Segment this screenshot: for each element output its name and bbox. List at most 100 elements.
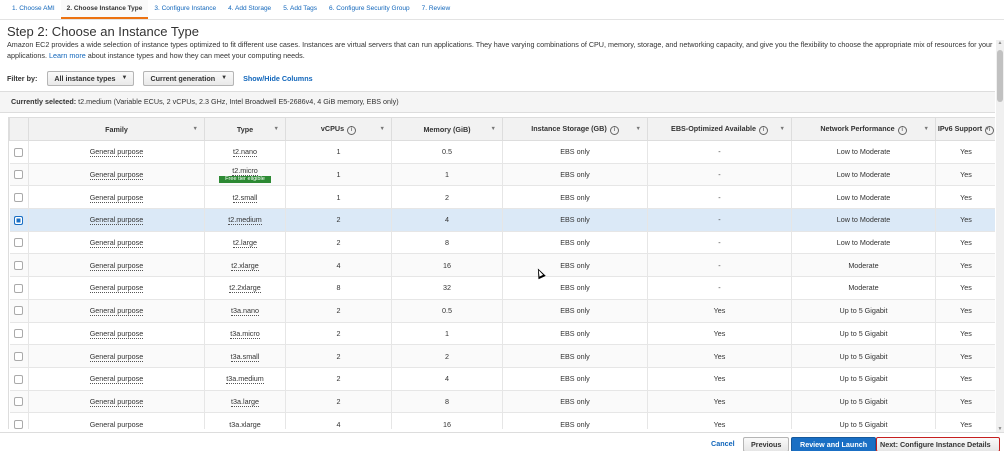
instance-type-filter-select[interactable]: All instance types ▼ <box>47 70 135 86</box>
row-select-checkbox[interactable] <box>14 419 24 429</box>
review-and-launch-button[interactable]: Review and Launch <box>791 437 877 451</box>
sort-icon[interactable]: ▼ <box>779 126 785 132</box>
tab-choose-ami[interactable]: 1. Choose AMI <box>12 5 55 12</box>
ebs-value: Yes <box>713 351 726 361</box>
table-row[interactable]: General purpose t3a.micro 2 1 EBS only Yes Up … <box>9 322 995 346</box>
vcpus-value: 2 <box>336 328 341 338</box>
tab-configure-security-group[interactable]: 6. Configure Security Group <box>329 5 410 12</box>
table-row[interactable]: General purpose t3a.nano 2 0.5 EBS only Yes Up… <box>9 299 995 323</box>
memory-value: 0.5 <box>442 147 452 157</box>
cell-ipv6: Yes <box>935 390 995 414</box>
cell-vcpus: 2 <box>285 390 392 414</box>
info-icon[interactable]: i <box>609 125 619 135</box>
info-icon[interactable]: i <box>347 125 357 135</box>
table-row[interactable]: General purpose t2.small 1 2 EBS only - Low to… <box>9 185 995 210</box>
page-scrollbar[interactable]: ▲ ▼ <box>996 40 1004 432</box>
table-row[interactable]: General purpose t2.2xlarge 8 32 EBS only - Mod… <box>9 276 995 300</box>
memory-value: 4 <box>445 374 449 384</box>
table-row[interactable]: General purpose t3a.large 2 8 EBS only Yes Up … <box>9 390 995 414</box>
vcpus-value: 2 <box>336 396 341 406</box>
column-header-ebs-optimized[interactable]: EBS-Optimized Available i ▼ <box>647 117 792 141</box>
row-select-checkbox[interactable] <box>14 261 24 271</box>
generation-filter-select[interactable]: Current generation ▼ <box>143 70 235 86</box>
memory-value: 16 <box>443 260 451 270</box>
family-value: General purpose <box>89 147 144 158</box>
table-row[interactable]: General purpose t3a.medium 2 4 EBS only Yes Up… <box>9 367 995 391</box>
memory-value: 2 <box>445 192 449 202</box>
scrollbar-thumb[interactable] <box>997 50 1003 102</box>
cancel-button[interactable]: Cancel <box>711 439 735 448</box>
cell-storage: EBS only <box>502 208 648 232</box>
info-icon[interactable]: i <box>758 125 768 135</box>
previous-button[interactable]: Previous <box>743 437 790 451</box>
vcpus-value: 4 <box>336 260 341 270</box>
tab-add-storage[interactable]: 4. Add Storage <box>228 5 272 12</box>
sort-icon[interactable]: ▼ <box>984 126 990 132</box>
column-header-instance-storage[interactable]: Instance Storage (GB) i ▼ <box>502 117 648 141</box>
scroll-up-icon[interactable]: ▲ <box>997 40 1003 46</box>
tab-add-tags[interactable]: 5. Add Tags <box>283 5 318 12</box>
column-header-network-performance[interactable]: Network Performance i ▼ <box>791 117 936 141</box>
family-value: General purpose <box>89 419 144 429</box>
row-select-checkbox[interactable] <box>14 306 24 316</box>
row-select-checkbox[interactable] <box>14 374 24 384</box>
cell-vcpus: 2 <box>285 299 392 323</box>
table-row[interactable]: General purpose t2.nano 1 0.5 EBS only - Low t… <box>9 140 995 164</box>
row-select-checkbox[interactable] <box>14 329 24 339</box>
row-select-checkbox[interactable] <box>14 351 24 361</box>
table-row[interactable]: General purpose t3a.small 2 2 EBS only Yes Up … <box>9 344 995 368</box>
info-icon[interactable]: i <box>897 125 907 135</box>
network-value: Low to Moderate <box>836 238 891 248</box>
cell-family: General purpose <box>28 140 205 164</box>
info-icon[interactable]: i <box>985 125 995 135</box>
cell-storage: EBS only <box>502 322 648 346</box>
table-row[interactable]: General purpose t2.medium 2 4 EBS only - Low t… <box>9 208 995 232</box>
tab-configure-instance[interactable]: 3. Configure Instance <box>154 5 217 12</box>
cell-storage: EBS only <box>502 163 648 187</box>
table-row[interactable]: General purpose t2.micro Free tier eligibl… <box>9 163 995 187</box>
cell-type: t2.large <box>204 231 286 255</box>
tab-review[interactable]: 7. Review <box>421 5 451 12</box>
network-value: Low to Moderate <box>836 170 891 180</box>
sort-icon[interactable]: ▼ <box>490 126 496 132</box>
sort-icon[interactable]: ▼ <box>923 126 929 132</box>
column-header-type[interactable]: Type ▼ <box>204 117 286 141</box>
table-row[interactable]: General purpose t2.large 2 8 EBS only - Low to… <box>9 231 995 255</box>
ipv6-value: Yes <box>960 260 972 270</box>
cell-memory: 1 <box>391 322 503 346</box>
table-row[interactable]: General purpose t2.xlarge 4 16 EBS only - Mode… <box>9 253 995 278</box>
next-configure-instance-details-button[interactable]: Next: Configure Instance Details <box>876 437 1000 451</box>
vcpus-value: 2 <box>336 238 341 248</box>
row-select-checkbox[interactable] <box>14 283 24 293</box>
sort-icon[interactable]: ▼ <box>192 126 198 132</box>
row-select-cell <box>9 367 29 391</box>
row-select-checkbox[interactable] <box>14 215 24 225</box>
family-value: General purpose <box>89 328 144 339</box>
cell-storage: EBS only <box>502 276 648 300</box>
sort-icon[interactable]: ▼ <box>635 126 641 132</box>
column-header-memory[interactable]: Memory (GiB) ▼ <box>391 117 503 141</box>
show-hide-columns-link[interactable]: Show/Hide Columns <box>243 73 313 83</box>
learn-more-link[interactable]: Learn more <box>48 50 86 60</box>
cell-family: General purpose <box>28 208 205 232</box>
tab-choose-instance-type[interactable]: 2. Choose Instance Type <box>60 0 149 19</box>
row-select-checkbox[interactable] <box>14 397 24 407</box>
cell-family: General purpose <box>28 390 205 414</box>
storage-value: EBS only <box>560 283 590 293</box>
cell-network: Low to Moderate <box>791 185 936 210</box>
row-select-checkbox[interactable] <box>14 238 24 248</box>
column-header-family[interactable]: Family ▼ <box>28 117 205 141</box>
row-select-checkbox[interactable] <box>14 193 24 203</box>
row-select-checkbox[interactable] <box>14 147 24 157</box>
ipv6-value: Yes <box>960 351 972 361</box>
scroll-down-icon[interactable]: ▼ <box>997 426 1003 432</box>
sort-icon[interactable]: ▼ <box>379 126 385 132</box>
cell-ipv6: Yes <box>935 276 995 300</box>
table-row[interactable]: General purpose t3a.xlarge 4 16 EBS only Yes U… <box>9 412 995 429</box>
cell-ebs: Yes <box>647 390 792 414</box>
column-header-ipv6-support[interactable]: IPv6 Support i ▼ <box>935 117 995 141</box>
row-select-checkbox[interactable] <box>14 170 24 180</box>
column-header-vcpus[interactable]: vCPUs i ▼ <box>285 117 392 141</box>
cell-type: t3a.small <box>204 344 286 368</box>
sort-icon[interactable]: ▼ <box>273 126 279 132</box>
